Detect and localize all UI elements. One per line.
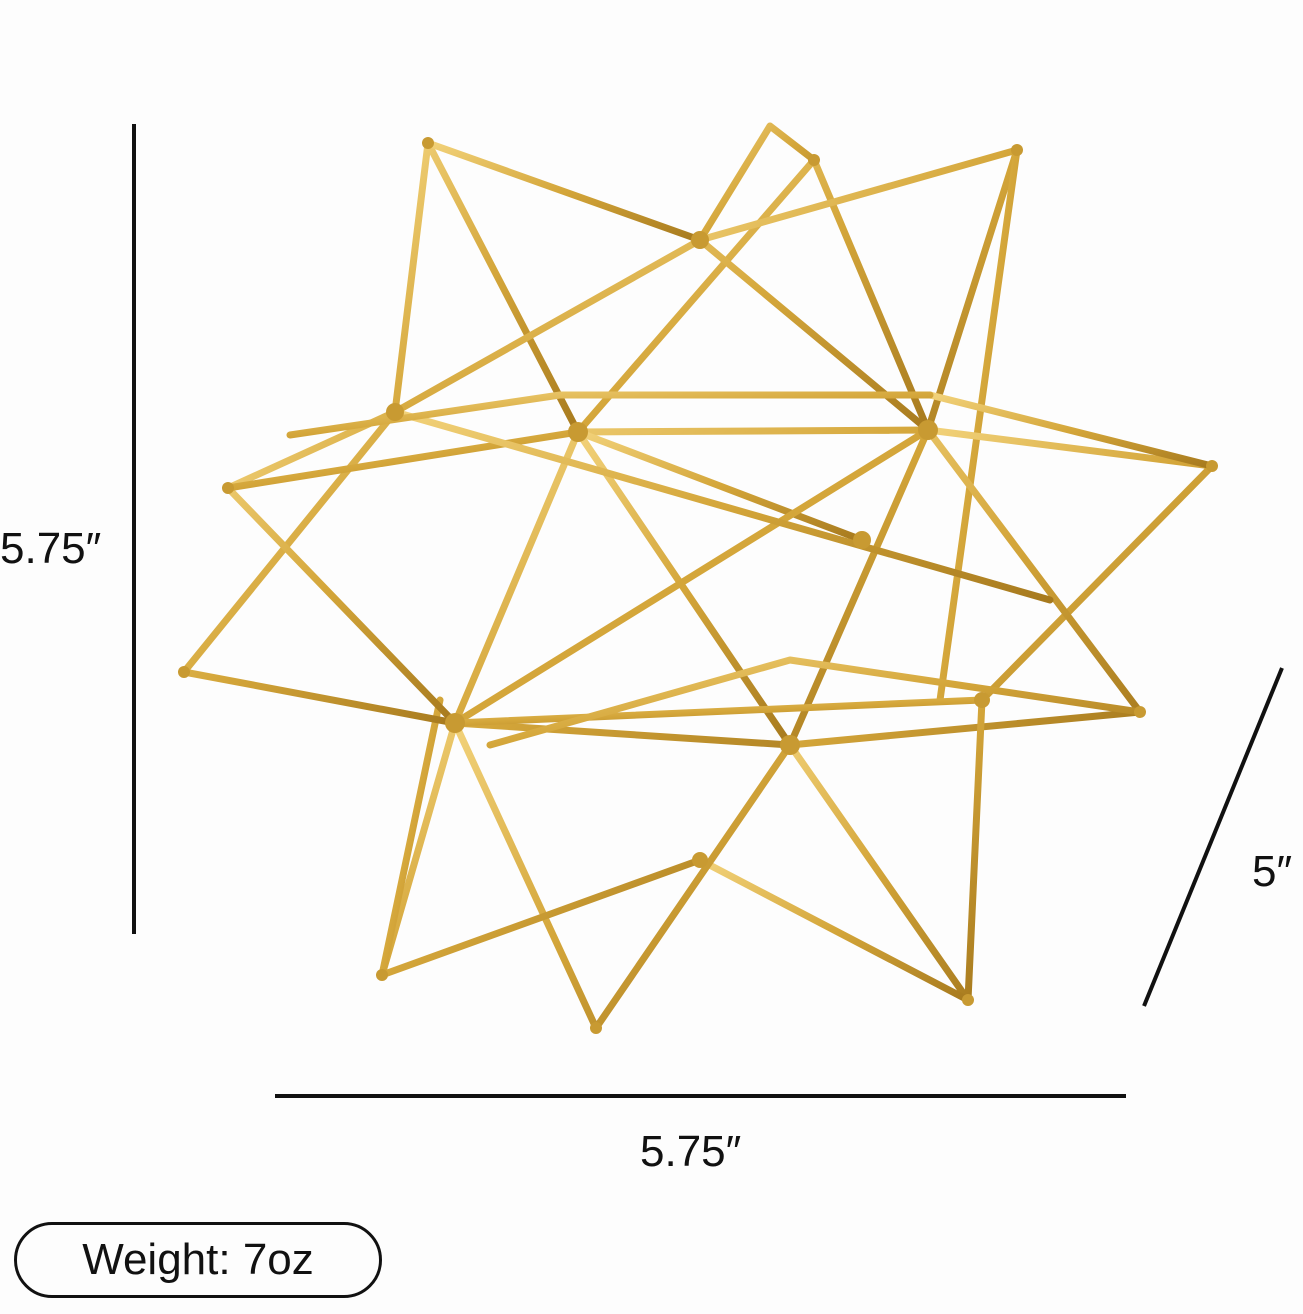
dim-height-label: 5.75″ <box>0 524 102 573</box>
weight-label: Weight: 7oz <box>82 1235 314 1284</box>
dim-depth-line <box>1142 667 1284 1007</box>
wire-joints <box>178 137 1218 1034</box>
wire-frame <box>180 122 1216 1032</box>
dim-width-label: 5.75″ <box>640 1127 742 1176</box>
dim-width-line <box>275 1094 1126 1098</box>
weight-badge: Weight: 7oz <box>14 1222 382 1298</box>
dim-depth-label: 5″ <box>1252 847 1293 896</box>
dim-height-line <box>132 124 136 934</box>
